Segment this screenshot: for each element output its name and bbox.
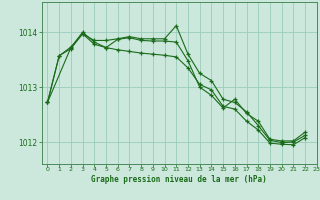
X-axis label: Graphe pression niveau de la mer (hPa): Graphe pression niveau de la mer (hPa) (91, 175, 267, 184)
